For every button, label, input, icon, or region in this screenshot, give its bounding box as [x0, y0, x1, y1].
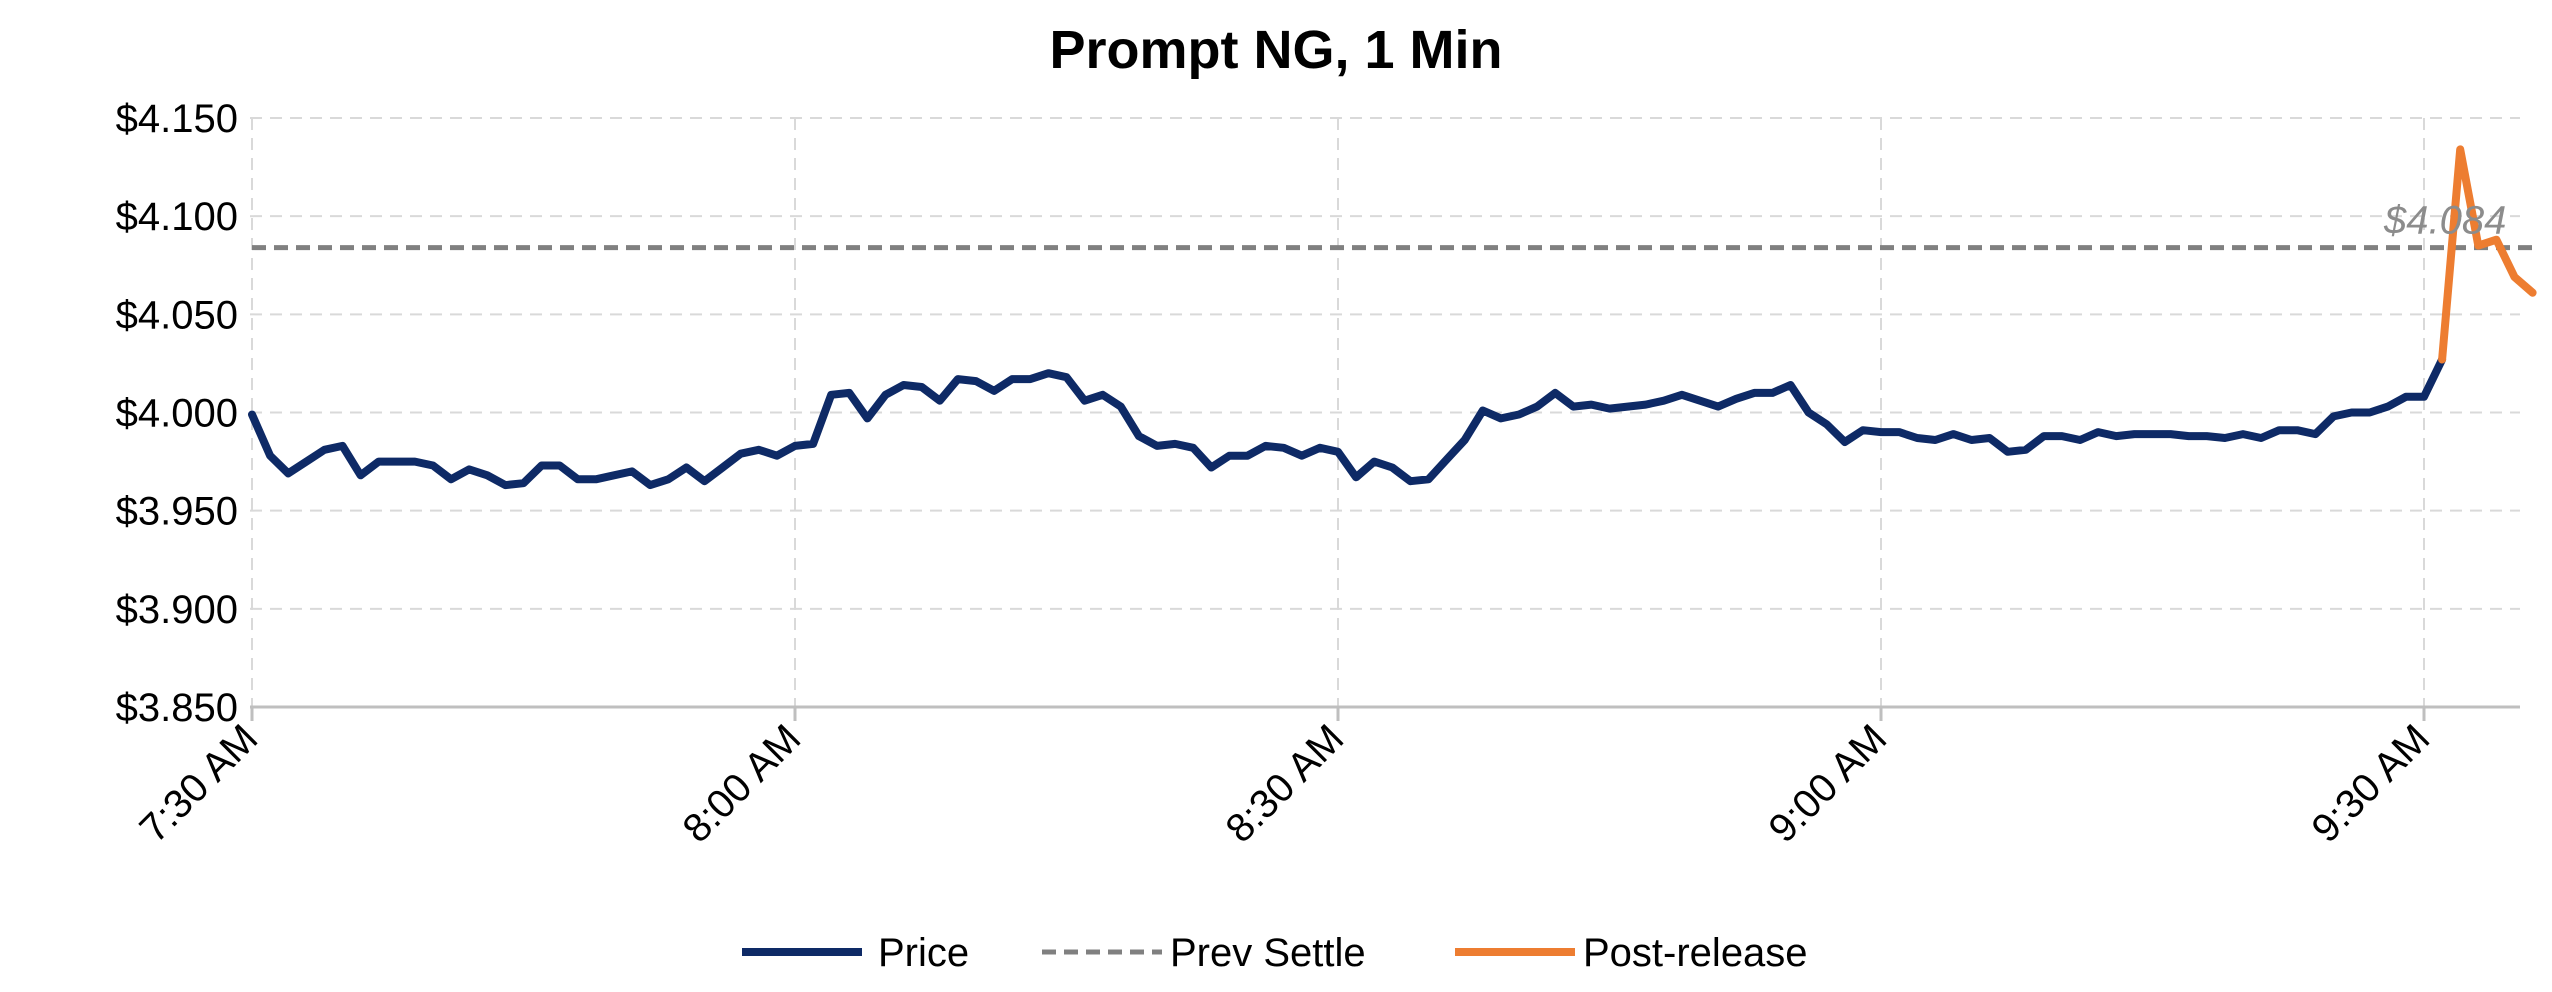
- y-tick-label: $4.100: [116, 195, 238, 239]
- chart-title: Prompt NG, 1 Min: [1049, 20, 1502, 80]
- y-tick-label: $3.850: [116, 686, 238, 730]
- y-tick-label: $4.000: [116, 392, 238, 436]
- y-tick-label: $3.900: [116, 588, 238, 632]
- x-tick-label: 7:30 AM: [131, 716, 266, 851]
- series: [248, 145, 2537, 490]
- series-price-line: [248, 355, 2447, 490]
- annotations: $4.084: [2383, 199, 2506, 243]
- axes: [250, 705, 2520, 721]
- legend-label: Price: [878, 931, 969, 975]
- x-tick-label: 9:00 AM: [1760, 716, 1895, 851]
- x-tick-label: 9:30 AM: [2303, 716, 2438, 851]
- y-tick-label: $3.950: [116, 490, 238, 534]
- x-tick-label: 8:30 AM: [1217, 716, 1352, 851]
- legend-label: Post-release: [1583, 931, 1808, 975]
- legend-label: Prev Settle: [1170, 931, 1366, 975]
- y-axis-ticks: $4.150 $4.100 $4.050 $4.000 $3.950 $3.900 $3.8…: [116, 97, 238, 730]
- y-tick-label: $4.050: [116, 293, 238, 337]
- annotation-label: $4.084: [2383, 199, 2506, 243]
- legend: Price Prev Settle Post-release: [742, 931, 1808, 975]
- grid: [250, 117, 2520, 707]
- series-post-release-line: [2438, 145, 2537, 364]
- y-tick-label: $4.150: [116, 97, 238, 141]
- x-axis-ticks: 7:30 AM 8:00 AM 8:30 AM 9:00 AM 9:30 AM: [131, 716, 2438, 851]
- x-tick-label: 8:00 AM: [674, 716, 809, 851]
